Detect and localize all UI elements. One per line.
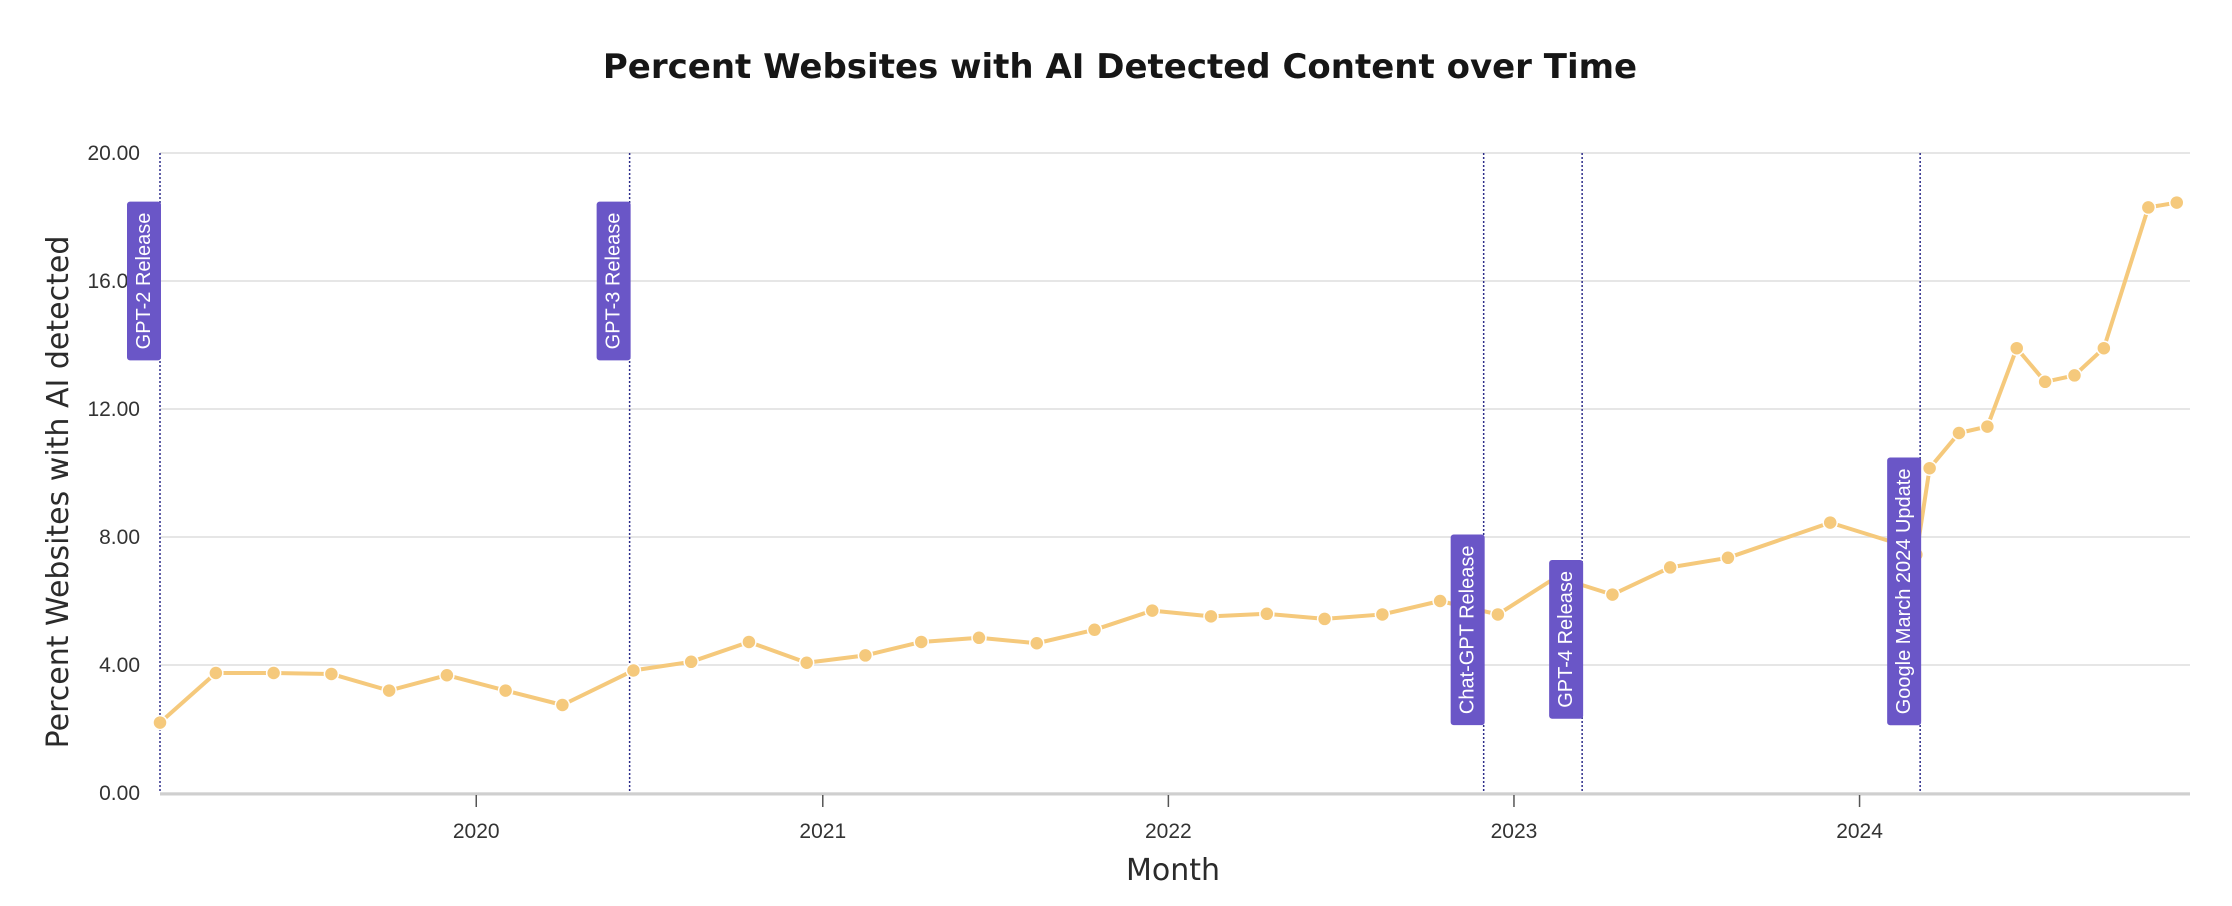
data-point (323, 666, 340, 682)
data-point (1086, 622, 1103, 638)
data-point (2008, 340, 2025, 356)
event-lines (159, 153, 1921, 793)
event-label: Chat-GPT Release (1450, 534, 1485, 726)
y-tick-label: 16.00 (87, 270, 140, 293)
data-point (857, 647, 874, 664)
data-point (741, 634, 757, 650)
event-label-text: Chat-GPT Release (1457, 546, 1479, 715)
x-tick-labels: 2020 2021 2022 2023 2024 (453, 795, 1883, 843)
event-label: GPT-4 Release (1549, 560, 1584, 719)
x-tick-label: 2023 (1491, 820, 1538, 843)
event-label-badge (1887, 457, 1922, 726)
data-point (2066, 367, 2083, 384)
data-point (1822, 514, 1838, 531)
event-labels: GPT-2 Release GPT-3 Release Chat-GPT Relea… (127, 201, 1922, 726)
event-label-badge (596, 201, 631, 361)
data-point (554, 697, 571, 713)
chart-title: Percent Websites with AI Detected Conten… (603, 47, 1637, 87)
data-point (1144, 602, 1161, 619)
data-point (439, 667, 455, 683)
data-point (208, 665, 224, 681)
event-label-text: Google March 2024 Update (1893, 469, 1915, 715)
data-point (2037, 374, 2053, 390)
x-tick-label: 2021 (799, 820, 846, 843)
data-point (1490, 606, 1506, 623)
y-tick-label: 4.00 (99, 654, 140, 677)
data-point (497, 682, 514, 699)
data-point (2140, 199, 2157, 216)
event-label-badge (1549, 560, 1584, 719)
y-axis-title: Percent Websites with AI detected (41, 236, 76, 749)
data-point (1662, 559, 1678, 576)
data-point (1432, 593, 1448, 609)
x-tick-label: 2020 (453, 820, 500, 843)
data-point (625, 662, 642, 679)
event-label-text: GPT-3 Release (603, 213, 625, 350)
data-point (1259, 606, 1275, 622)
y-tick-labels: 0.00 4.00 8.00 12.00 16.00 20.00 (87, 142, 140, 805)
y-tick-label: 0.00 (99, 782, 140, 805)
data-series (152, 194, 2185, 731)
x-tick-label: 2022 (1145, 820, 1192, 843)
data-point (1374, 606, 1391, 623)
data-point (1720, 550, 1736, 566)
data-point (798, 655, 815, 671)
data-point (1951, 425, 1967, 441)
data-point (971, 630, 987, 646)
x-axis-title: Month (1126, 853, 1220, 888)
y-tick-label: 12.00 (87, 398, 140, 421)
event-label-text: GPT-4 Release (1555, 571, 1577, 708)
data-point (1921, 460, 1938, 476)
data-point (1029, 635, 1045, 651)
data-point (1203, 608, 1219, 625)
data-point (381, 682, 397, 699)
y-tick-label: 20.00 (87, 142, 140, 165)
event-label-badge (1450, 534, 1485, 726)
data-point (1316, 611, 1333, 627)
y-tick-label: 8.00 (99, 526, 140, 549)
x-tick-label: 2024 (1836, 820, 1883, 843)
event-label: GPT-2 Release (127, 201, 161, 361)
data-point (1604, 586, 1621, 603)
grid-layer (160, 152, 2190, 796)
series-line (158, 200, 2179, 725)
data-point (1979, 418, 1996, 435)
data-point (265, 665, 282, 681)
data-point (2096, 340, 2112, 356)
data-point (2168, 194, 2185, 211)
event-label: GPT-3 Release (596, 201, 631, 361)
event-label: Google March 2024 Update (1887, 457, 1922, 726)
event-label-text: GPT-2 Release (133, 213, 155, 350)
data-point (683, 654, 699, 670)
data-point (913, 634, 929, 650)
event-label-badge (127, 201, 161, 361)
data-point (152, 714, 168, 731)
